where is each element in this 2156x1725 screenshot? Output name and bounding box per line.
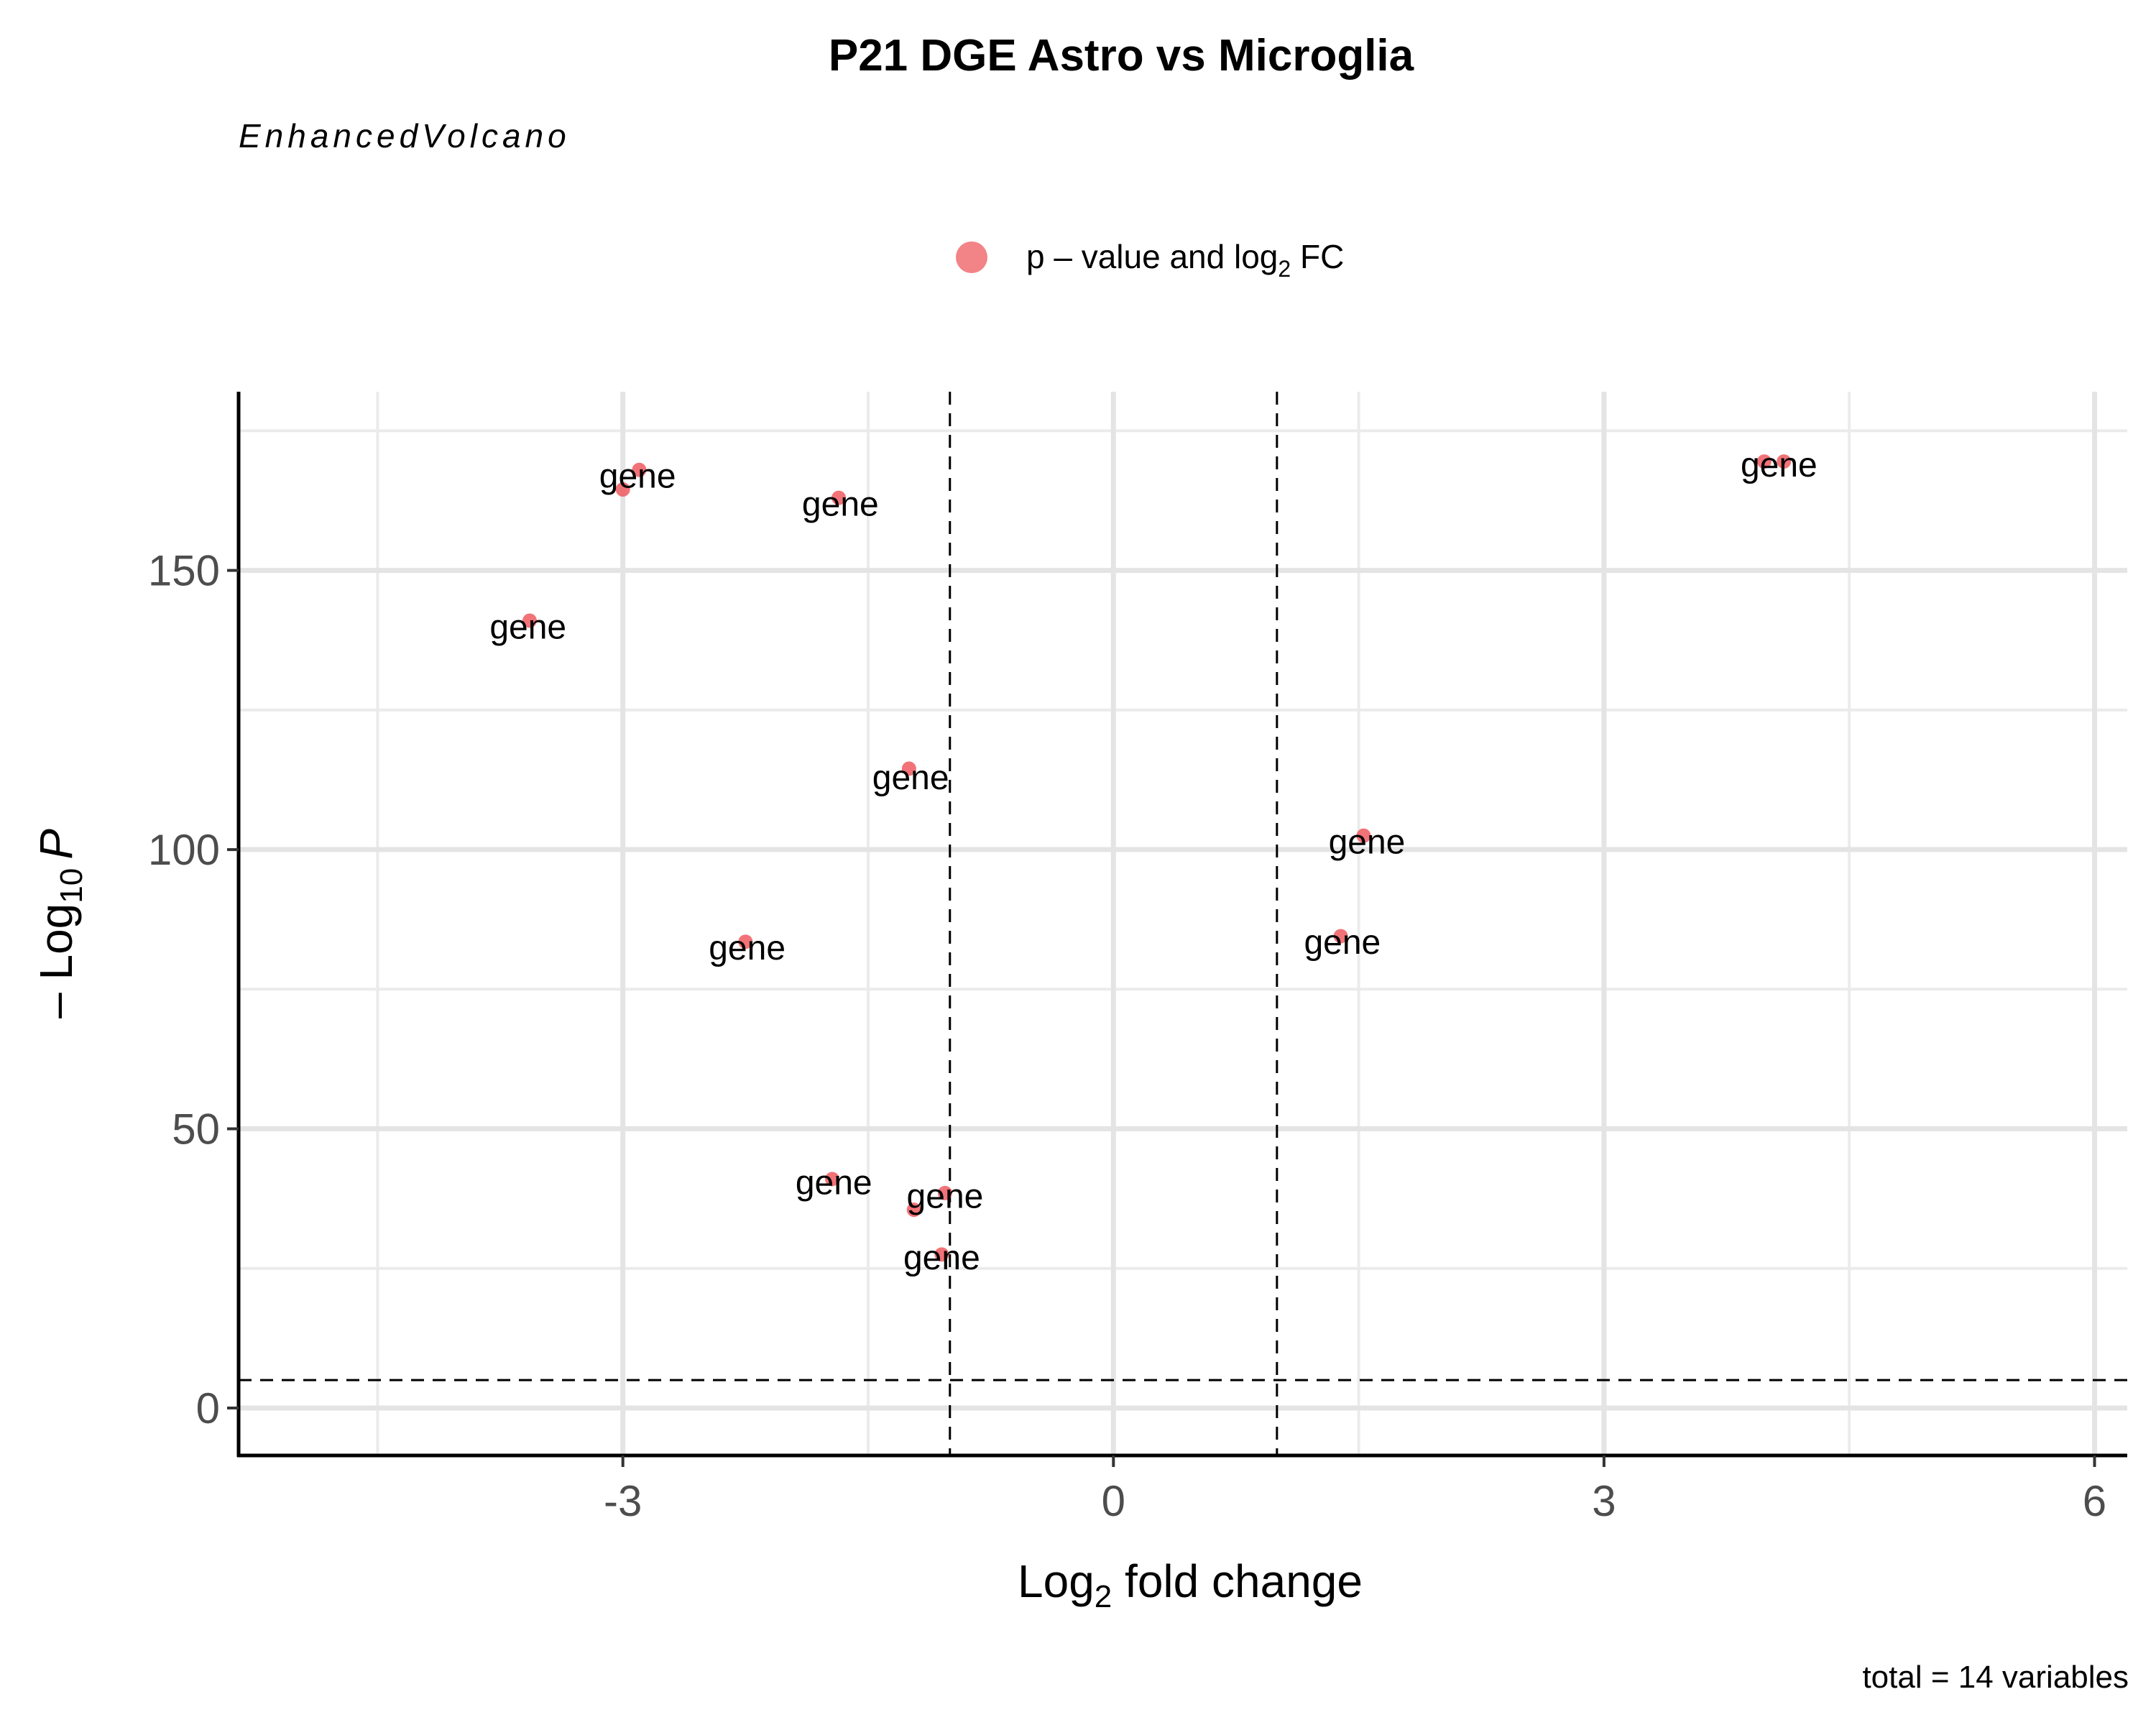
data-point [831, 490, 847, 505]
point-label: gene [796, 1164, 872, 1202]
data-point [738, 934, 753, 949]
legend-label-suffix: FC [1291, 238, 1344, 275]
x-axis-title-rest: fold change [1112, 1555, 1363, 1607]
point-label: gene [599, 458, 676, 496]
y-axis-title-p: P [30, 829, 82, 860]
y-tick-label: 0 [196, 1384, 220, 1432]
point-labels: gene gene gene gene gene gene gene gene gene gene… [489, 446, 1817, 1277]
data-point [1756, 454, 1772, 469]
y-axis-title: – Log10 P [30, 829, 89, 1018]
data-point [615, 482, 630, 497]
threshold-lines [239, 392, 2127, 1455]
legend-label-subscript: 2 [1278, 256, 1291, 282]
x-axis-title: Log2 fold change [1018, 1555, 1363, 1614]
data-point [522, 613, 538, 628]
chart-title: P21 DGE Astro vs Microglia [829, 31, 1414, 80]
y-tick-label: 50 [172, 1105, 220, 1154]
point-label: gene [709, 929, 786, 967]
axes: -3 0 3 6 0 50 100 150 [148, 392, 2127, 1525]
data-points [522, 454, 1792, 1262]
chart-caption: total = 14 variables [1862, 1660, 2129, 1695]
chart-subtitle: EnhancedVolcano [239, 117, 571, 155]
point-label: gene [1741, 446, 1818, 484]
x-tick-label: 3 [1592, 1477, 1616, 1525]
point-label: gene [1304, 924, 1381, 962]
y-tick-label: 100 [148, 826, 220, 874]
data-point [1777, 454, 1792, 469]
point-label: gene [903, 1239, 980, 1277]
legend: p – value and log2 FC [956, 238, 1344, 282]
data-point [934, 1247, 949, 1262]
data-point [1333, 929, 1348, 944]
point-label: gene [872, 759, 949, 797]
x-tick-label: -3 [604, 1477, 642, 1525]
x-tick-label: 0 [1102, 1477, 1125, 1525]
data-point [906, 1202, 921, 1218]
point-label: gene [907, 1178, 984, 1216]
data-point [1356, 828, 1371, 843]
y-axis-title-subscript: 10 [54, 868, 89, 903]
x-axis-title-subscript: 2 [1095, 1579, 1112, 1614]
x-axis-title-base: Log [1018, 1555, 1095, 1607]
point-label: gene [489, 608, 566, 646]
point-label: gene [1329, 823, 1406, 861]
y-tick-label: 150 [148, 547, 220, 595]
data-point [824, 1172, 839, 1187]
data-point [901, 761, 916, 776]
grid [239, 392, 2127, 1455]
y-axis-title-prefix: – Log [30, 903, 82, 1018]
data-point [937, 1185, 952, 1200]
x-tick-label: 6 [2083, 1477, 2106, 1525]
legend-label: p – value and log2 FC [1026, 238, 1344, 282]
legend-swatch [956, 242, 987, 273]
legend-label-base: p – value and log [1026, 238, 1278, 275]
point-label: gene [802, 485, 879, 523]
data-point [632, 462, 647, 477]
